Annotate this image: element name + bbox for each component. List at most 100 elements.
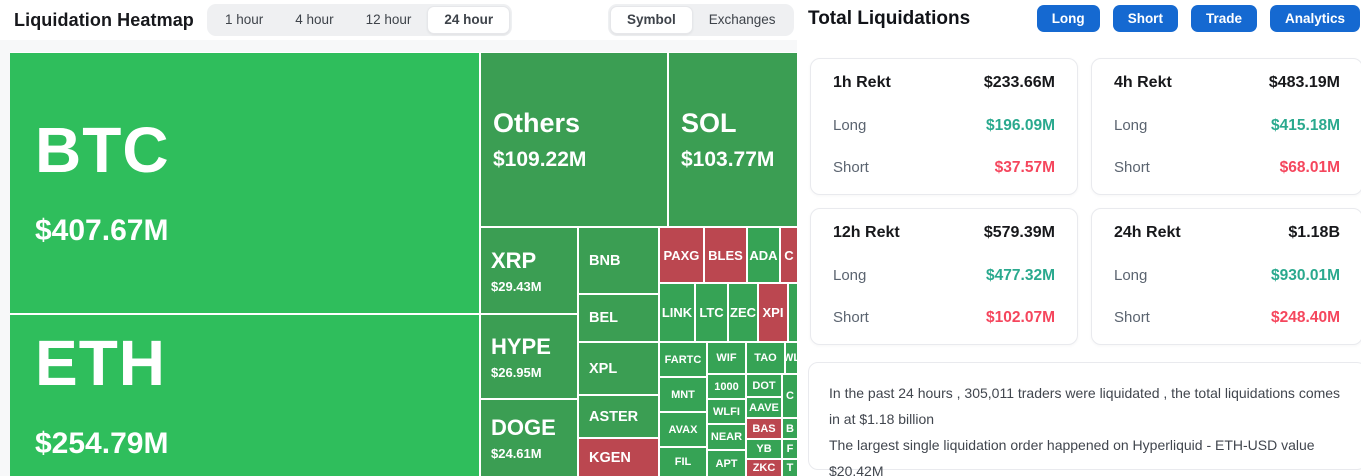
- treemap-tile-others[interactable]: Others $109.22M: [481, 53, 667, 226]
- tile-symbol: FIL: [674, 456, 692, 468]
- analytics-button[interactable]: Analytics: [1269, 5, 1360, 32]
- treemap-tile-f[interactable]: F: [783, 440, 797, 458]
- short-button[interactable]: Short: [1112, 5, 1178, 32]
- long-value: $415.18M: [1271, 116, 1340, 134]
- heatmap-region: BTC $407.67M ETH $254.79M Others $109.22M SOL $…: [0, 40, 797, 476]
- tile-symbol: NEAR: [710, 431, 743, 443]
- treemap-tile-bles[interactable]: BLES: [705, 228, 746, 282]
- treemap-tile-paxg[interactable]: PAXG: [660, 228, 703, 282]
- tile-symbol: FARTC: [664, 353, 702, 366]
- tile-symbol: AAVE: [749, 401, 779, 414]
- tile-symbol: XRP: [491, 247, 537, 273]
- tile-symbol: T: [786, 462, 794, 474]
- rekt-card-24h: 24h Rekt $1.18B Long $930.01M Short $248.40…: [1091, 208, 1361, 345]
- treemap-tile-ltc[interactable]: LTC: [696, 284, 727, 341]
- treemap-tile-sol[interactable]: SOL $103.77M: [669, 53, 797, 226]
- tile-symbol: BLES: [708, 247, 743, 263]
- treemap-tile-ada[interactable]: ADA: [748, 228, 779, 282]
- treemap-tile-bas[interactable]: BAS: [747, 419, 781, 438]
- card-title: 1h Rekt: [833, 74, 891, 91]
- treemap-tile-t[interactable]: T: [783, 460, 797, 476]
- tile-symbol: ETH: [35, 326, 166, 399]
- tile-symbol: SOL: [681, 107, 737, 138]
- treemap-tile-c[interactable]: C: [783, 375, 797, 417]
- card-title: 12h Rekt: [833, 224, 900, 241]
- long-label: Long: [833, 266, 867, 284]
- card-title: 4h Rekt: [1114, 74, 1172, 91]
- tile-symbol: BNB: [589, 252, 621, 269]
- short-value: $68.01M: [1279, 159, 1340, 176]
- treemap-tile-near[interactable]: NEAR: [708, 425, 745, 449]
- treemap-tile-zec[interactable]: ZEC: [729, 284, 757, 341]
- treemap-tile-eth[interactable]: ETH $254.79M: [10, 315, 479, 476]
- tile-symbol: DOT: [752, 379, 776, 392]
- treemap-tile-aave[interactable]: AAVE: [747, 398, 781, 417]
- long-button[interactable]: Long: [1036, 5, 1100, 32]
- treemap-tile-dot[interactable]: DOT: [747, 375, 781, 396]
- tile-symbol: ADA: [749, 247, 778, 263]
- tile-symbol: LTC: [699, 305, 724, 320]
- tile-symbol: AVAX: [668, 423, 698, 436]
- summary-line-1: In the past 24 hours , 305,011 traders w…: [829, 385, 1341, 427]
- tile-symbol: F: [786, 443, 794, 455]
- treemap-tile-xpi[interactable]: XPI: [759, 284, 787, 341]
- tile-symbol: HYPE: [491, 333, 551, 359]
- treemap-tile-doge[interactable]: DOGE $24.61M: [481, 400, 577, 476]
- treemap-tile-wif[interactable]: WIF: [708, 343, 745, 373]
- treemap-tile-avax[interactable]: AVAX: [660, 413, 706, 446]
- tile-symbol: APT: [715, 457, 738, 470]
- time-range-1h[interactable]: 1 hour: [225, 12, 264, 27]
- summary-line-2: The largest single liquidation order hap…: [829, 437, 1315, 476]
- tile-symbol: WLFI: [713, 405, 740, 418]
- time-range-12h[interactable]: 12 hour: [365, 12, 412, 27]
- tile-symbol: DOGE: [491, 415, 556, 440]
- treemap-tile-xrp[interactable]: XRP $29.43M: [481, 228, 577, 313]
- treemap-tile-apt[interactable]: APT: [708, 451, 745, 476]
- treemap-tile-fil[interactable]: FIL: [660, 448, 706, 476]
- tile-symbol: BTC: [35, 114, 170, 186]
- treemap-tile-c[interactable]: C: [781, 228, 797, 282]
- tile-symbol: B: [786, 422, 794, 435]
- treemap-tile-btc[interactable]: BTC $407.67M: [10, 53, 479, 313]
- tile-value: $26.95M: [491, 364, 542, 380]
- treemap-tile-link[interactable]: LINK: [660, 284, 694, 341]
- treemap-tile-mnt[interactable]: MNT: [660, 378, 706, 411]
- long-label: Long: [1114, 116, 1148, 134]
- short-label: Short: [833, 309, 869, 326]
- time-range-24h[interactable]: 24 hour: [427, 6, 511, 34]
- card-title: 24h Rekt: [1114, 224, 1181, 241]
- treemap-tile-xpl[interactable]: XPL: [579, 343, 658, 394]
- treemap-tile-aster[interactable]: ASTER: [579, 396, 658, 437]
- long-label: Long: [1114, 266, 1148, 284]
- long-value: $477.32M: [986, 266, 1055, 284]
- treemap-tile-fartc[interactable]: FARTC: [660, 343, 706, 376]
- view-toggle-exchanges[interactable]: Exchanges: [708, 12, 776, 27]
- tile-symbol: XPI: [762, 305, 784, 320]
- tile-value: $24.61M: [491, 446, 542, 461]
- trade-button[interactable]: Trade: [1190, 5, 1257, 32]
- view-toggle-symbol[interactable]: Symbol: [610, 6, 693, 34]
- tile-symbol: YB: [756, 443, 772, 455]
- liquidation-treemap: BTC $407.67M ETH $254.79M Others $109.22M SOL $…: [10, 52, 797, 476]
- treemap-tile-bel[interactable]: BEL: [579, 295, 658, 341]
- treemap-tile-b[interactable]: B: [783, 419, 797, 438]
- treemap-tile-1000[interactable]: 1000: [708, 375, 745, 398]
- long-value: $196.09M: [986, 116, 1055, 134]
- treemap-tile-hype[interactable]: HYPE $26.95M: [481, 315, 577, 398]
- treemap-tile[interactable]: [789, 284, 797, 341]
- tile-symbol: ZEC: [730, 305, 756, 320]
- treemap-tile-tao[interactable]: TAO: [747, 343, 784, 373]
- long-value: $930.01M: [1271, 266, 1340, 284]
- treemap-tile-bnb[interactable]: BNB: [579, 228, 658, 293]
- short-value: $102.07M: [986, 309, 1055, 326]
- time-range-4h[interactable]: 4 hour: [295, 12, 334, 27]
- treemap-tile-zkc[interactable]: ZKC: [747, 460, 781, 476]
- tile-symbol: MNT: [671, 388, 695, 401]
- treemap-tile-wl[interactable]: WL: [786, 343, 797, 373]
- card-total: $483.19M: [1268, 74, 1340, 91]
- treemap-tile-wlfi[interactable]: WLFI: [708, 400, 745, 423]
- treemap-tile-kgen[interactable]: KGEN: [579, 439, 658, 476]
- treemap-tile-yb[interactable]: YB: [747, 440, 781, 458]
- tile-symbol: PAXG: [663, 247, 700, 263]
